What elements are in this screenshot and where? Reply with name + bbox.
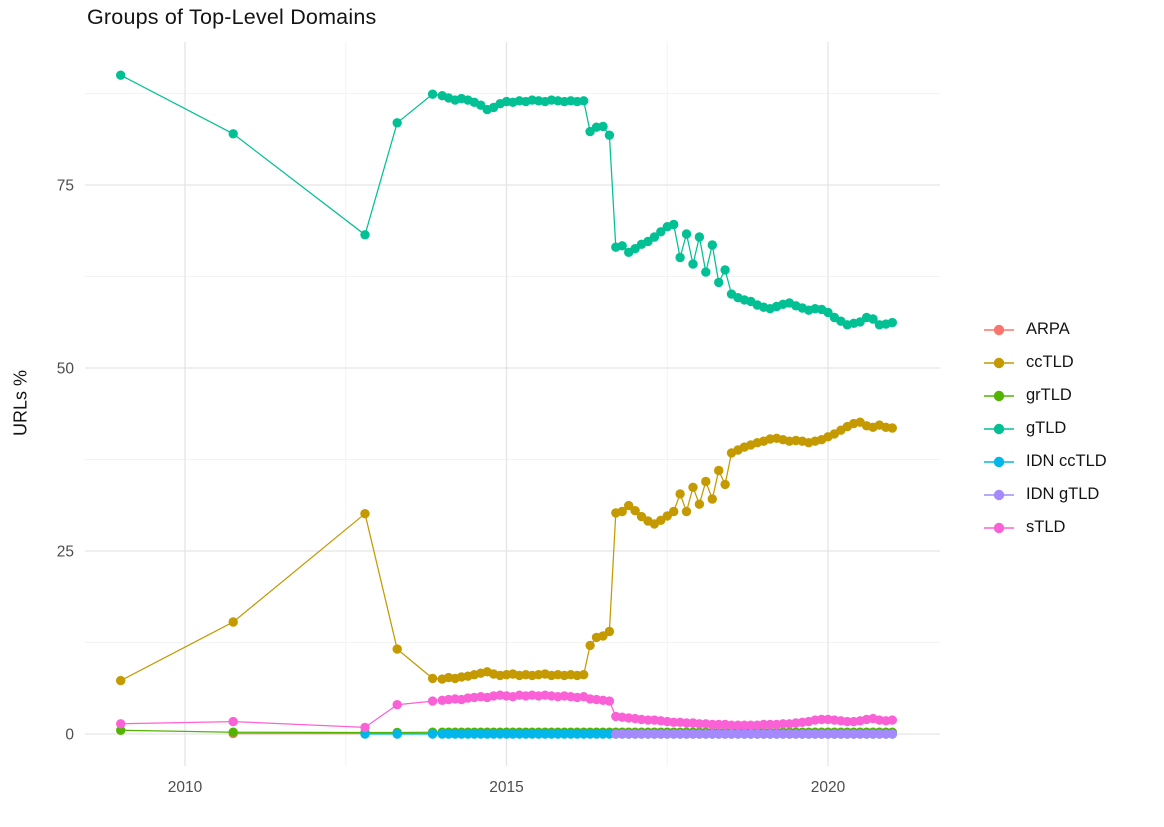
legend-key-icon (984, 456, 1014, 467)
legend-label: ccTLD (1026, 353, 1074, 371)
chart-title: Groups of Top-Level Domains (87, 5, 377, 29)
legend-label: sTLD (1026, 518, 1066, 536)
y-tick-label: 75 (57, 178, 74, 195)
legend-item-gTLD: gTLD (983, 417, 1107, 440)
y-tick-label: 50 (57, 361, 75, 378)
legend-item-ccTLD: ccTLD (983, 351, 1107, 374)
series-IDN-gTLD (611, 729, 897, 739)
legend-label: gTLD (1026, 419, 1067, 437)
legend-label: IDN ccTLD (1026, 452, 1107, 470)
legend-label: grTLD (1026, 386, 1072, 404)
legend-key-icon (984, 324, 1014, 335)
x-tick-label: 2015 (489, 779, 523, 796)
legend-item-IDN-gTLD: IDN gTLD (983, 483, 1107, 506)
series-ccTLD (116, 417, 897, 686)
series-gTLD (116, 70, 897, 330)
x-tick-label: 2020 (811, 779, 846, 796)
legend-key-icon (984, 423, 1014, 434)
x-tick-label: 2010 (168, 779, 203, 796)
gridlines (85, 42, 940, 766)
series-sTLD (116, 690, 897, 733)
legend-label: IDN gTLD (1026, 485, 1100, 503)
legend-key-icon (984, 390, 1014, 401)
axis-tick-labels: 0 25 50 75 2010 2015 2020 (57, 178, 846, 797)
legend-key-icon (984, 489, 1014, 500)
y-tick-label: 0 (65, 727, 74, 744)
legend-item-ARPA: ARPA (983, 318, 1107, 341)
y-tick-label: 25 (57, 544, 74, 561)
legend-item-IDN-ccTLD: IDN ccTLD (983, 450, 1107, 473)
legend-item-grTLD: grTLD (983, 384, 1107, 407)
legend-key-icon (984, 522, 1014, 533)
legend: ARPA ccTLD grTLD gTLD IDN ccTLD IDN gTLD sTLD (983, 318, 1107, 549)
legend-key-icon (984, 357, 1014, 368)
legend-label: ARPA (1026, 320, 1070, 338)
legend-item-sTLD: sTLD (983, 516, 1107, 539)
